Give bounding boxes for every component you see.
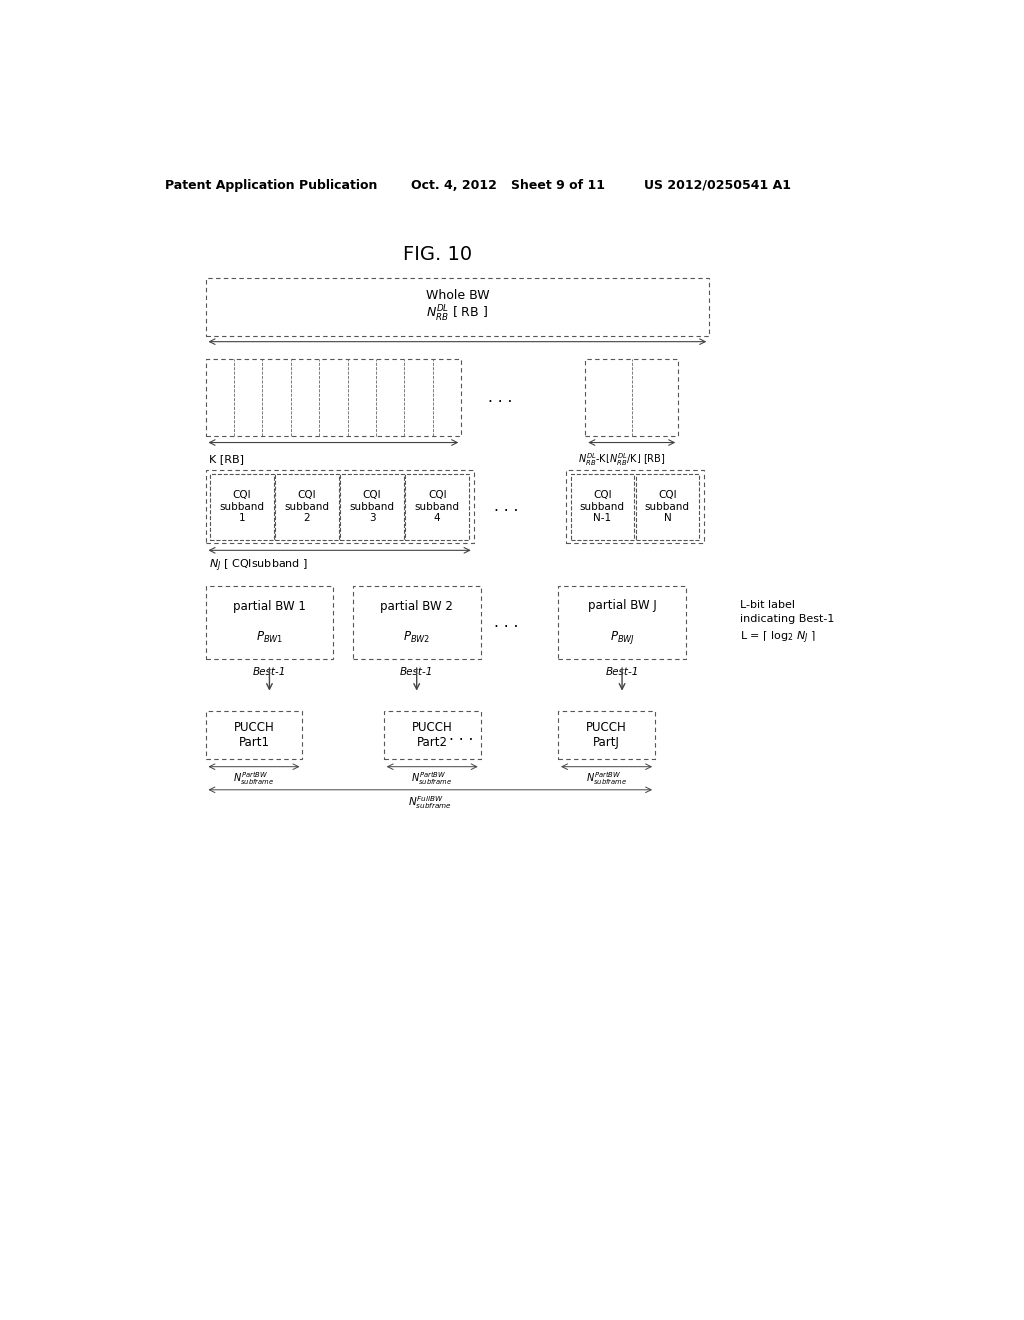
Text: FIG. 10: FIG. 10 [403,246,472,264]
Text: PUCCH
PartJ: PUCCH PartJ [586,721,627,750]
Bar [206,586,334,659]
Text: . . .: . . . [494,499,518,515]
Text: . . .: . . . [487,389,512,405]
Bar [586,359,678,436]
Bar [570,474,634,540]
Text: CQI
subband
1: CQI subband 1 [219,490,264,524]
Text: L = $\lceil$ log$_2$ $N_J$ $\rceil$: L = $\lceil$ log$_2$ $N_J$ $\rceil$ [740,630,816,645]
Text: Best-1: Best-1 [605,667,639,677]
Text: CQI
subband
2: CQI subband 2 [285,490,330,524]
Text: $N^{DL}_{RB}$ [ RB ]: $N^{DL}_{RB}$ [ RB ] [426,304,488,323]
Bar [566,470,703,544]
Bar [206,277,710,335]
Bar [210,474,273,540]
Bar [275,474,339,540]
Text: $N_J$ [ CQIsubband ]: $N_J$ [ CQIsubband ] [209,557,308,574]
Text: partial BW J

$P_{BWJ}$: partial BW J $P_{BWJ}$ [588,599,656,645]
Text: US 2012/0250541 A1: US 2012/0250541 A1 [643,178,791,191]
Text: $N^{PartBW}_{subframe}$: $N^{PartBW}_{subframe}$ [233,771,274,788]
Text: $N^{FullBW}_{subframe}$: $N^{FullBW}_{subframe}$ [409,793,453,810]
Bar [558,586,686,659]
Bar [340,474,403,540]
Bar [206,359,461,436]
Text: Oct. 4, 2012: Oct. 4, 2012 [411,178,497,191]
Text: CQI
subband
N-1: CQI subband N-1 [580,490,625,524]
Text: . . .: . . . [450,727,473,743]
Text: CQI
subband
4: CQI subband 4 [415,490,460,524]
Text: $N^{PartBW}_{subframe}$: $N^{PartBW}_{subframe}$ [412,771,453,788]
Bar [558,711,655,759]
Text: partial BW 2

$P_{BW2}$: partial BW 2 $P_{BW2}$ [380,599,454,645]
Text: $N^{PartBW}_{subframe}$: $N^{PartBW}_{subframe}$ [586,771,628,788]
Text: Best-1: Best-1 [253,667,286,677]
Text: PUCCH
Part2: PUCCH Part2 [412,721,453,750]
Text: $N^{DL}_{RB}$-K$\lfloor N^{DL}_{RB}$/K$\rfloor$ [RB]: $N^{DL}_{RB}$-K$\lfloor N^{DL}_{RB}$/K$\… [578,451,665,467]
Text: . . .: . . . [494,615,518,630]
Text: Best-1: Best-1 [400,667,433,677]
Text: CQI
subband
3: CQI subband 3 [349,490,394,524]
Text: Sheet 9 of 11: Sheet 9 of 11 [511,178,605,191]
Bar [206,470,474,544]
Text: partial BW 1

$P_{BW1}$: partial BW 1 $P_{BW1}$ [233,599,306,645]
Bar [636,474,699,540]
Text: PUCCH
Part1: PUCCH Part1 [233,721,274,750]
Text: K [RB]: K [RB] [209,454,245,465]
Text: L-bit label: L-bit label [740,601,796,610]
Bar [384,711,480,759]
Bar [406,474,469,540]
Text: Patent Application Publication: Patent Application Publication [165,178,378,191]
Text: indicating Best-1: indicating Best-1 [740,614,835,624]
Bar [352,586,480,659]
Text: CQI
subband
N: CQI subband N [645,490,690,524]
Bar [206,711,302,759]
Text: Whole BW: Whole BW [426,289,489,302]
